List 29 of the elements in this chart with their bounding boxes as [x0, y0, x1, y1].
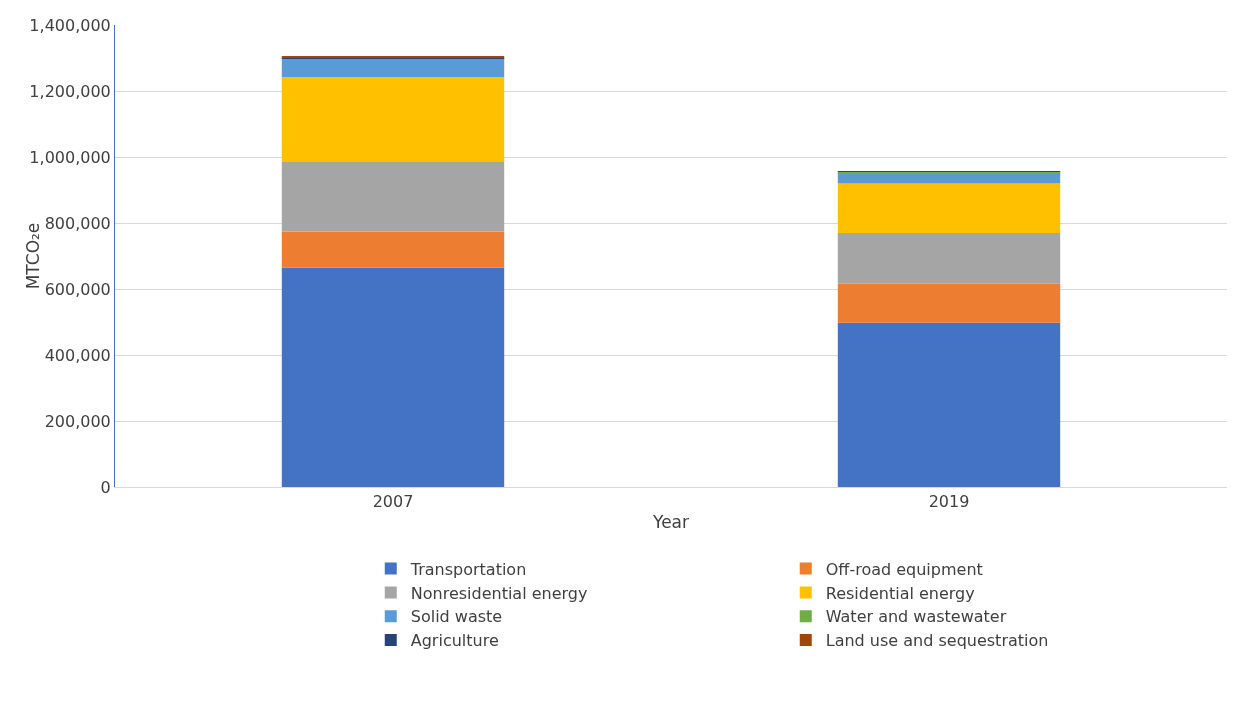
legend-label: Residential energy — [825, 583, 975, 603]
y-tick-label: 800,000 — [44, 213, 111, 233]
bar — [281, 267, 505, 487]
y-tick-label: 1,000,000 — [29, 147, 111, 167]
y-tick-label: 1,200,000 — [29, 81, 111, 101]
y-tick-label: 0 — [100, 477, 111, 497]
bar — [837, 322, 1061, 487]
y-tick-label: 400,000 — [44, 345, 111, 365]
bar — [837, 283, 1061, 323]
legend-label: Nonresidential energy — [410, 583, 588, 603]
bar — [281, 161, 505, 232]
legend-label: Agriculture — [410, 631, 499, 651]
legend-label: Land use and sequestration — [825, 631, 1049, 651]
legend-label: Transportation — [409, 559, 527, 579]
bar — [281, 77, 505, 162]
x-tick-label: 2019 — [928, 492, 970, 512]
bar — [837, 183, 1061, 233]
bar — [281, 59, 505, 78]
y-tick-label: 600,000 — [44, 279, 111, 299]
y-tick-label: 1,400,000 — [29, 15, 111, 35]
x-axis-title: Year — [652, 511, 689, 532]
x-tick-label: 2007 — [372, 492, 414, 512]
y-axis-title: MTCO₂e — [22, 222, 43, 290]
bar — [837, 232, 1061, 284]
y-tick-label: 200,000 — [44, 411, 111, 431]
legend-label: Off-road equipment — [825, 559, 983, 579]
legend-label: Water and wastewater — [825, 607, 1007, 627]
bar — [281, 231, 505, 268]
legend-label: Solid waste — [410, 607, 503, 627]
